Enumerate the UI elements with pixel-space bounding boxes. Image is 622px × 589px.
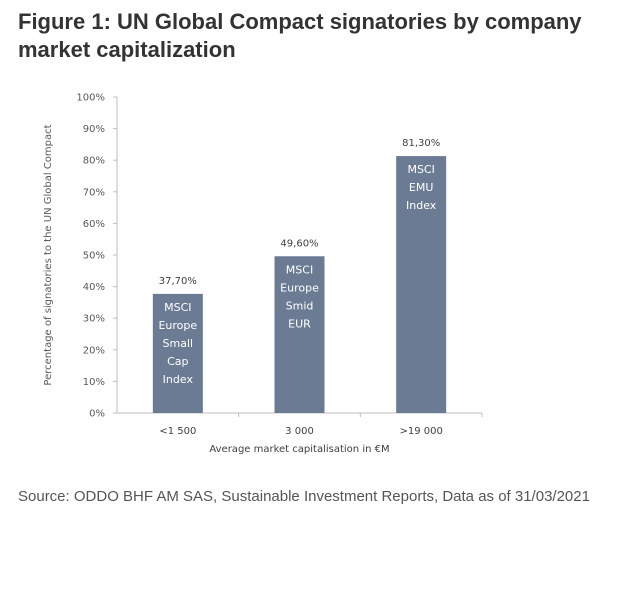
bar xyxy=(274,256,325,413)
y-tick-label: 60% xyxy=(83,219,105,230)
y-tick-label: 40% xyxy=(83,282,105,293)
bar-inner-label: Europe xyxy=(280,281,319,294)
data-label: 37,70% xyxy=(159,276,197,287)
y-axis-title: Percentage of signatories to the UN Glob… xyxy=(43,124,54,385)
data-label: 49,60% xyxy=(280,238,318,249)
chart-title: Figure 1: UN Global Compact signatories … xyxy=(18,9,582,62)
y-tick-label: 100% xyxy=(76,93,105,104)
bar-inner-label: Cap xyxy=(167,355,188,368)
y-tick-label: 80% xyxy=(83,156,105,167)
bar-chart: 0% 10% 20% 30% 40% 50% 60% 70% 80% 90% 100% Percent… xyxy=(43,93,483,455)
x-tick-label: <1 500 xyxy=(159,426,196,437)
bar-inner-label: MSCI xyxy=(407,163,434,176)
x-tick-label: 3 000 xyxy=(285,426,314,437)
source-note: Source: ODDO BHF AM SAS, Sustainable Inv… xyxy=(18,488,590,505)
y-tick-label: 30% xyxy=(83,314,105,325)
bar-inner-label: Index xyxy=(163,373,194,386)
y-tick-label: 50% xyxy=(83,251,105,262)
y-tick-label: 90% xyxy=(83,124,105,135)
bar-inner-label: MSCI xyxy=(164,301,191,314)
y-tick-label: 20% xyxy=(83,345,105,356)
data-label: 81,30% xyxy=(402,138,440,149)
bar-inner-label: Small xyxy=(163,337,194,350)
y-tick-label: 70% xyxy=(83,187,105,198)
y-tick-label: 0% xyxy=(89,409,105,420)
x-axis-title: Average market capitalisation in €M xyxy=(209,444,389,455)
bar-inner-label: EMU xyxy=(409,181,434,194)
bar-inner-label: MSCI xyxy=(286,263,313,276)
bar xyxy=(152,293,203,413)
bar-inner-label: EUR xyxy=(288,317,311,330)
y-tick-label: 10% xyxy=(83,377,105,388)
bar xyxy=(396,156,447,413)
bar-inner-label: Index xyxy=(406,199,437,212)
x-tick-label: >19 000 xyxy=(399,426,442,437)
bar-inner-label: Smid xyxy=(286,299,314,312)
bar-inner-label: Europe xyxy=(158,319,197,332)
